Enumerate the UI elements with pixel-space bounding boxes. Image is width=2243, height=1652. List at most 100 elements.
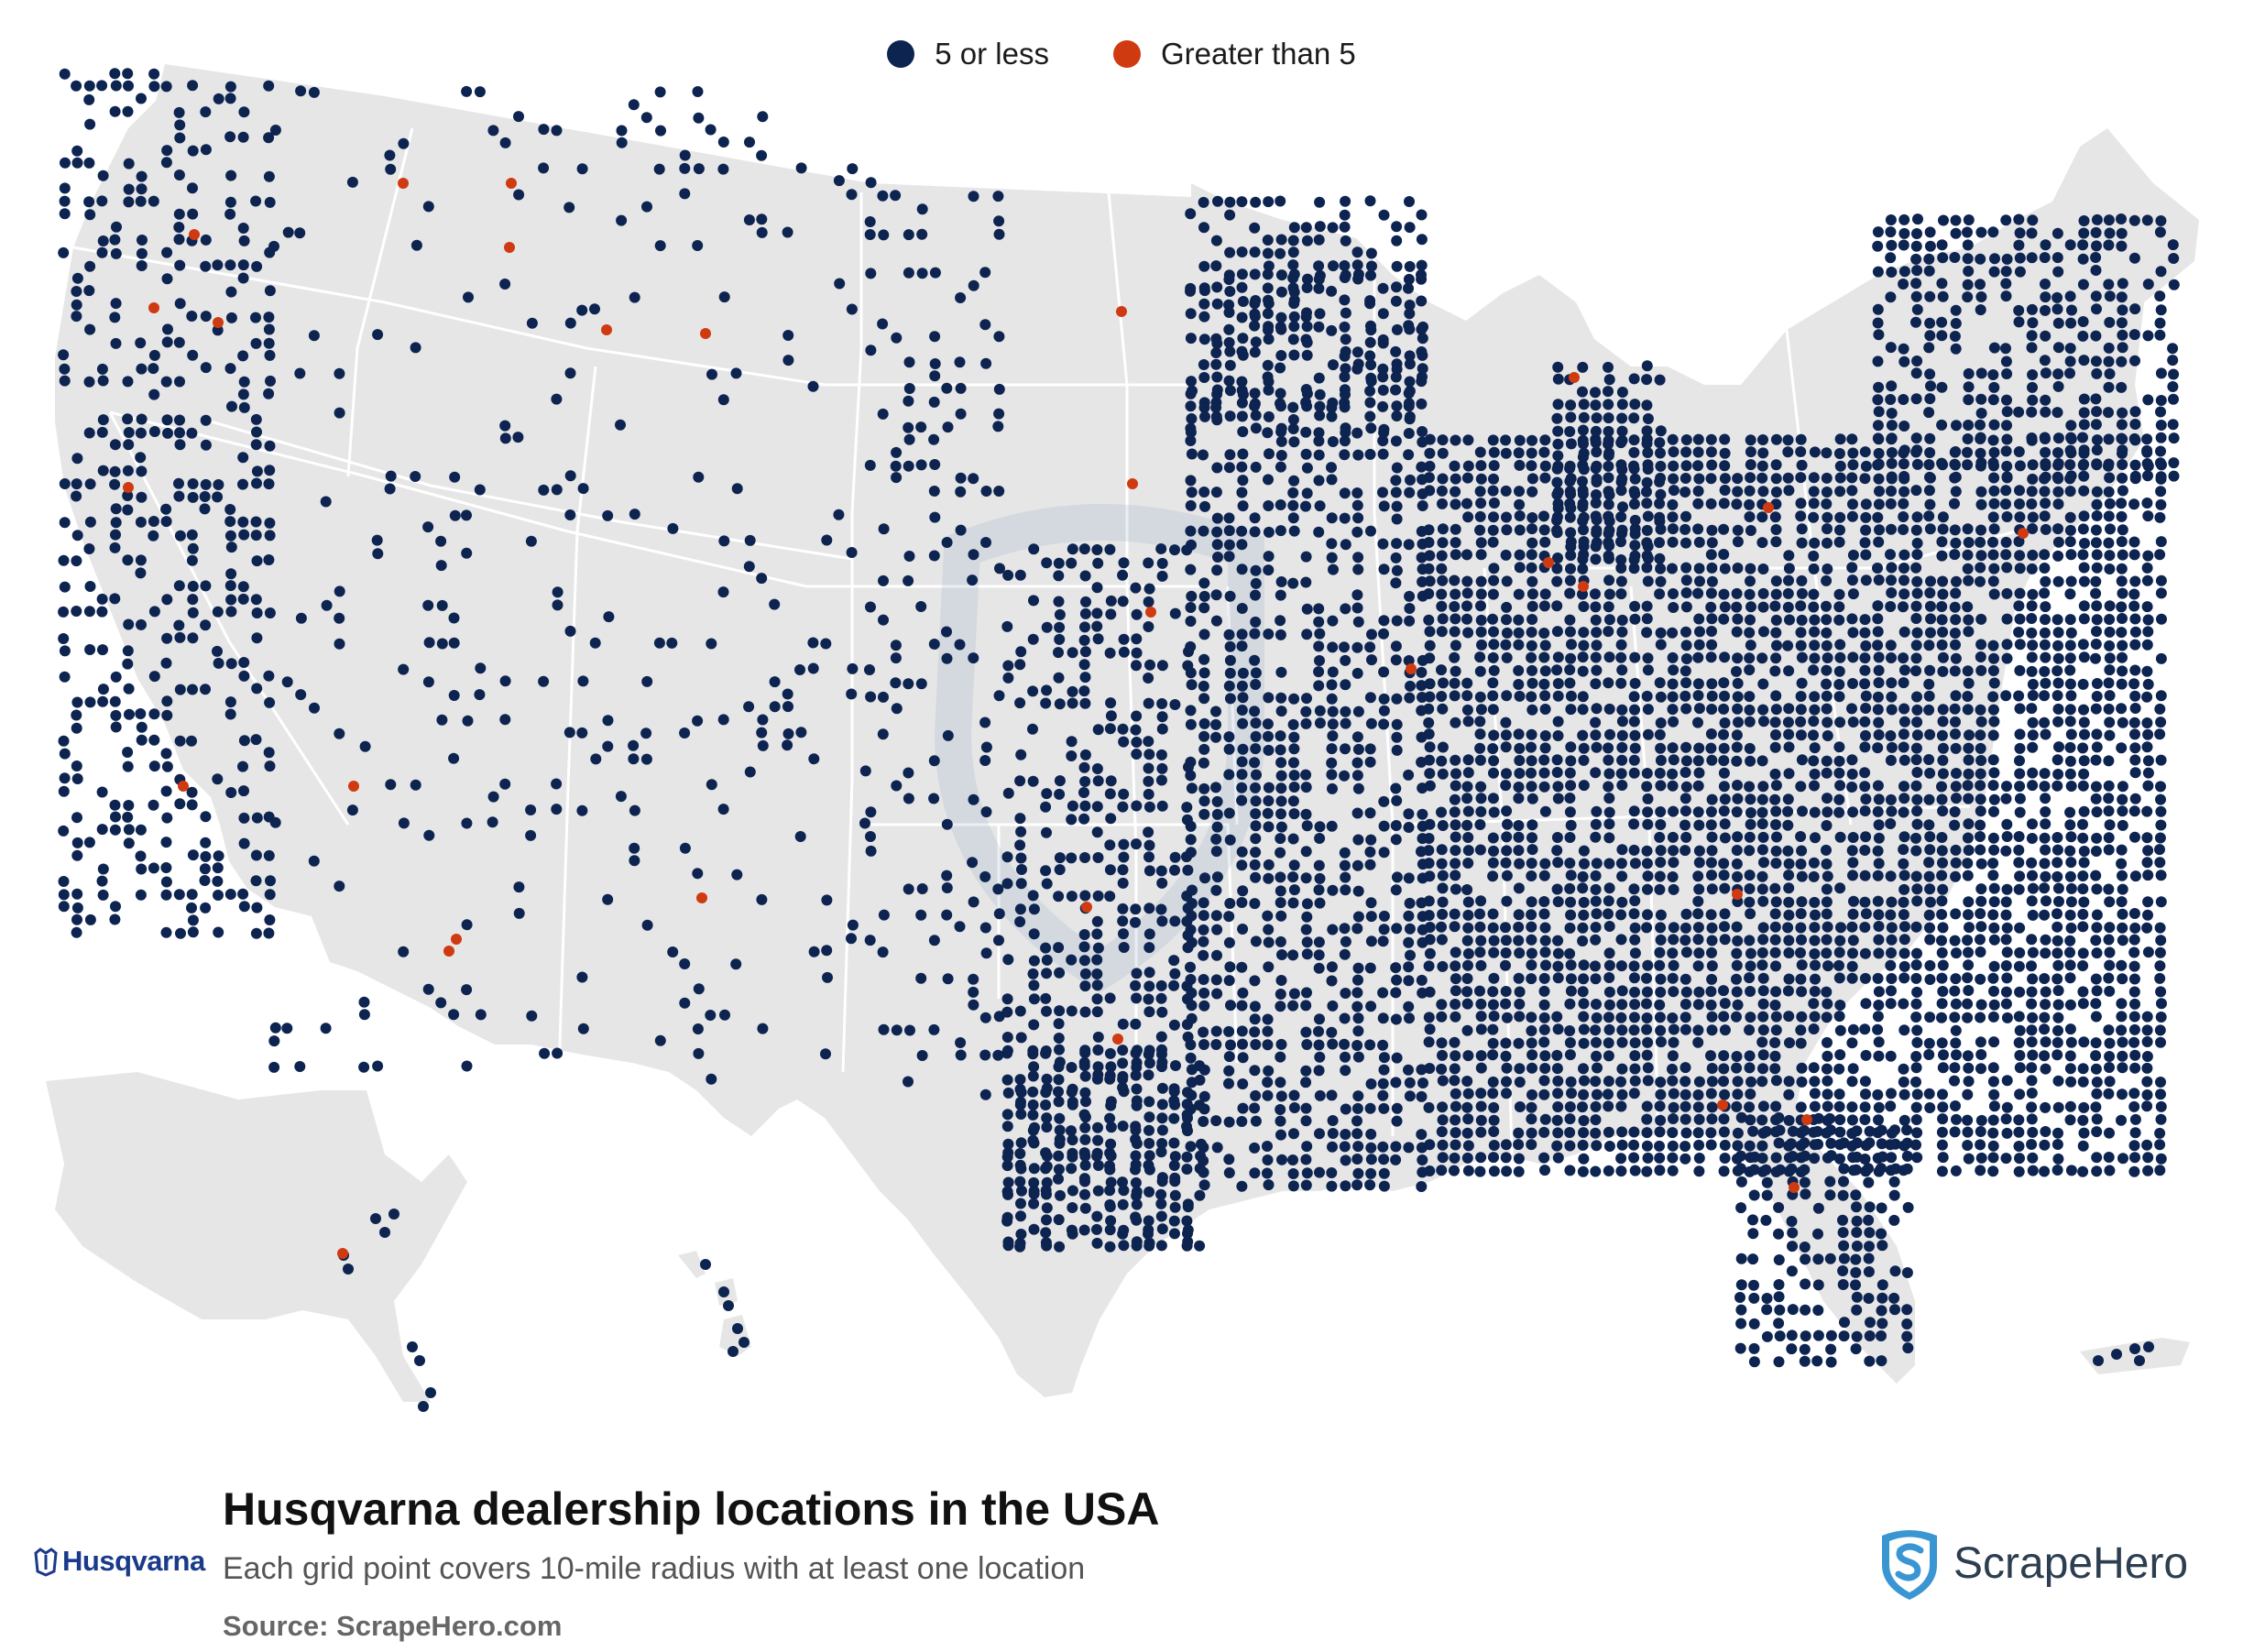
- dealership-dot: [1872, 266, 1884, 278]
- dealership-dot: [1911, 1127, 1923, 1139]
- dealership-dot: [1078, 1060, 1090, 1072]
- dealership-dot: [1526, 640, 1537, 651]
- dealership-dot: [2155, 1113, 2167, 1125]
- dealership-dot: [1603, 361, 1614, 373]
- dealership-dot: [2104, 690, 2116, 702]
- dealership-dot: [1590, 1024, 1602, 1036]
- dealership-dot: [1236, 846, 1248, 858]
- dealership-dot: [563, 202, 575, 213]
- dealership-dot: [2128, 717, 2140, 728]
- dealership-dot: [2040, 1063, 2052, 1075]
- dealership-dot: [1629, 613, 1641, 625]
- dealership-dot: [2129, 613, 2141, 625]
- dealership-dot: [122, 811, 134, 823]
- dealership-dot: [1198, 1116, 1209, 1127]
- dealership-dot: [1276, 949, 1287, 960]
- dealership-dot: [1391, 1115, 1403, 1127]
- dealership-dot: [1745, 640, 1756, 651]
- dealership-dot: [1667, 1152, 1679, 1164]
- dealership-dot: [1848, 895, 1859, 907]
- dealership-dot: [1526, 1012, 1537, 1023]
- dealership-dot: [1667, 1075, 1679, 1087]
- dealership-dot: [1655, 973, 1667, 985]
- dealership-dot: [1249, 268, 1261, 280]
- dealership-dot: [1404, 1012, 1415, 1024]
- dealership-dot: [1091, 763, 1103, 774]
- dealership-dot: [2013, 1114, 2025, 1126]
- dealership-dot: [2142, 1152, 2154, 1164]
- dealership-dot: [136, 247, 148, 259]
- dealership-dot: [1732, 793, 1744, 804]
- dealership-dot: [1796, 459, 1808, 471]
- dealership-dot: [1860, 524, 1872, 536]
- dealership-dot: [1654, 516, 1666, 527]
- dealership-dot: [2052, 857, 2063, 869]
- dealership-dot: [1655, 909, 1667, 921]
- dealership-dot: [1198, 743, 1210, 755]
- dealership-dot: [1641, 476, 1653, 488]
- dealership-dot: [1936, 278, 1948, 290]
- dealership-dot: [1787, 1125, 1799, 1137]
- dealership-dot: [1250, 564, 1262, 576]
- dealership-dot: [1835, 922, 1846, 934]
- dealership-dot: [1002, 787, 1014, 799]
- dealership-dot: [499, 137, 511, 148]
- dealership-dot: [512, 432, 524, 443]
- dealership-dot: [1390, 820, 1402, 831]
- dealership-dot: [1502, 818, 1513, 830]
- dealership-dot: [1474, 921, 1486, 933]
- dealership-dot: [1313, 526, 1325, 538]
- dealership-dot: [1339, 859, 1351, 871]
- dealership-dot: [1403, 449, 1415, 461]
- dealership-dot: [2027, 909, 2039, 921]
- dealership-dot: [1002, 569, 1014, 581]
- dealership-dot: [1340, 1129, 1351, 1140]
- dealership-dot: [1424, 575, 1436, 587]
- dealership-dot: [1590, 1165, 1602, 1177]
- dealership-dot: [1910, 485, 1922, 497]
- dealership-dot: [2117, 342, 2128, 354]
- dealership-dot: [1487, 922, 1499, 934]
- dealership-dot: [1876, 1355, 1887, 1367]
- dealership-dot: [123, 80, 134, 92]
- dealership-dot: [2040, 394, 2052, 406]
- dealership-dot: [1185, 525, 1197, 537]
- dealership-dot: [2116, 627, 2128, 639]
- dealership-dot: [1488, 806, 1500, 818]
- dealership-dot: [71, 272, 83, 284]
- dealership-dot: [1629, 922, 1641, 934]
- dealership-dot: [1027, 1070, 1039, 1082]
- dealership-dot: [174, 684, 186, 695]
- dealership-dot: [1526, 909, 1537, 921]
- dealership-dot: [1538, 651, 1550, 663]
- dealership-dot: [2117, 613, 2128, 624]
- dealership-dot: [1962, 446, 1973, 458]
- dealership-dot: [1092, 1185, 1104, 1197]
- dealership-dot: [1404, 1077, 1416, 1089]
- dealership-dot: [474, 484, 486, 496]
- dealership-dot: [1655, 1077, 1667, 1088]
- dealership-dot: [1923, 253, 1935, 265]
- dealership-dot: [1783, 665, 1795, 677]
- dealership-dot: [2154, 1024, 2166, 1036]
- dealership-dot: [1181, 1151, 1193, 1163]
- dealership-dot: [1474, 946, 1486, 958]
- dealership-dot: [2077, 1114, 2089, 1126]
- dealership-dot: [1275, 1038, 1287, 1050]
- dealership-dot: [1885, 214, 1897, 225]
- dealership-dot: [1936, 1139, 1948, 1151]
- dealership-dot: [1898, 213, 1910, 225]
- dealership-dot: [1578, 438, 1589, 450]
- dealership-dot: [1378, 705, 1390, 717]
- dealership-dot: [1501, 1088, 1512, 1100]
- dealership-dot: [1872, 870, 1884, 881]
- dealership-dot: [1876, 1163, 1887, 1175]
- dealership-dot: [577, 675, 589, 687]
- dealership-dot: [2116, 1011, 2128, 1023]
- dealership-dot: [2001, 1101, 2013, 1113]
- dealership-dot: [1590, 498, 1602, 509]
- dealership-dot: [2052, 1165, 2063, 1176]
- dealership-dot: [1526, 549, 1537, 561]
- dealership-dot: [1898, 947, 1910, 959]
- dealership-dot: [1552, 450, 1564, 462]
